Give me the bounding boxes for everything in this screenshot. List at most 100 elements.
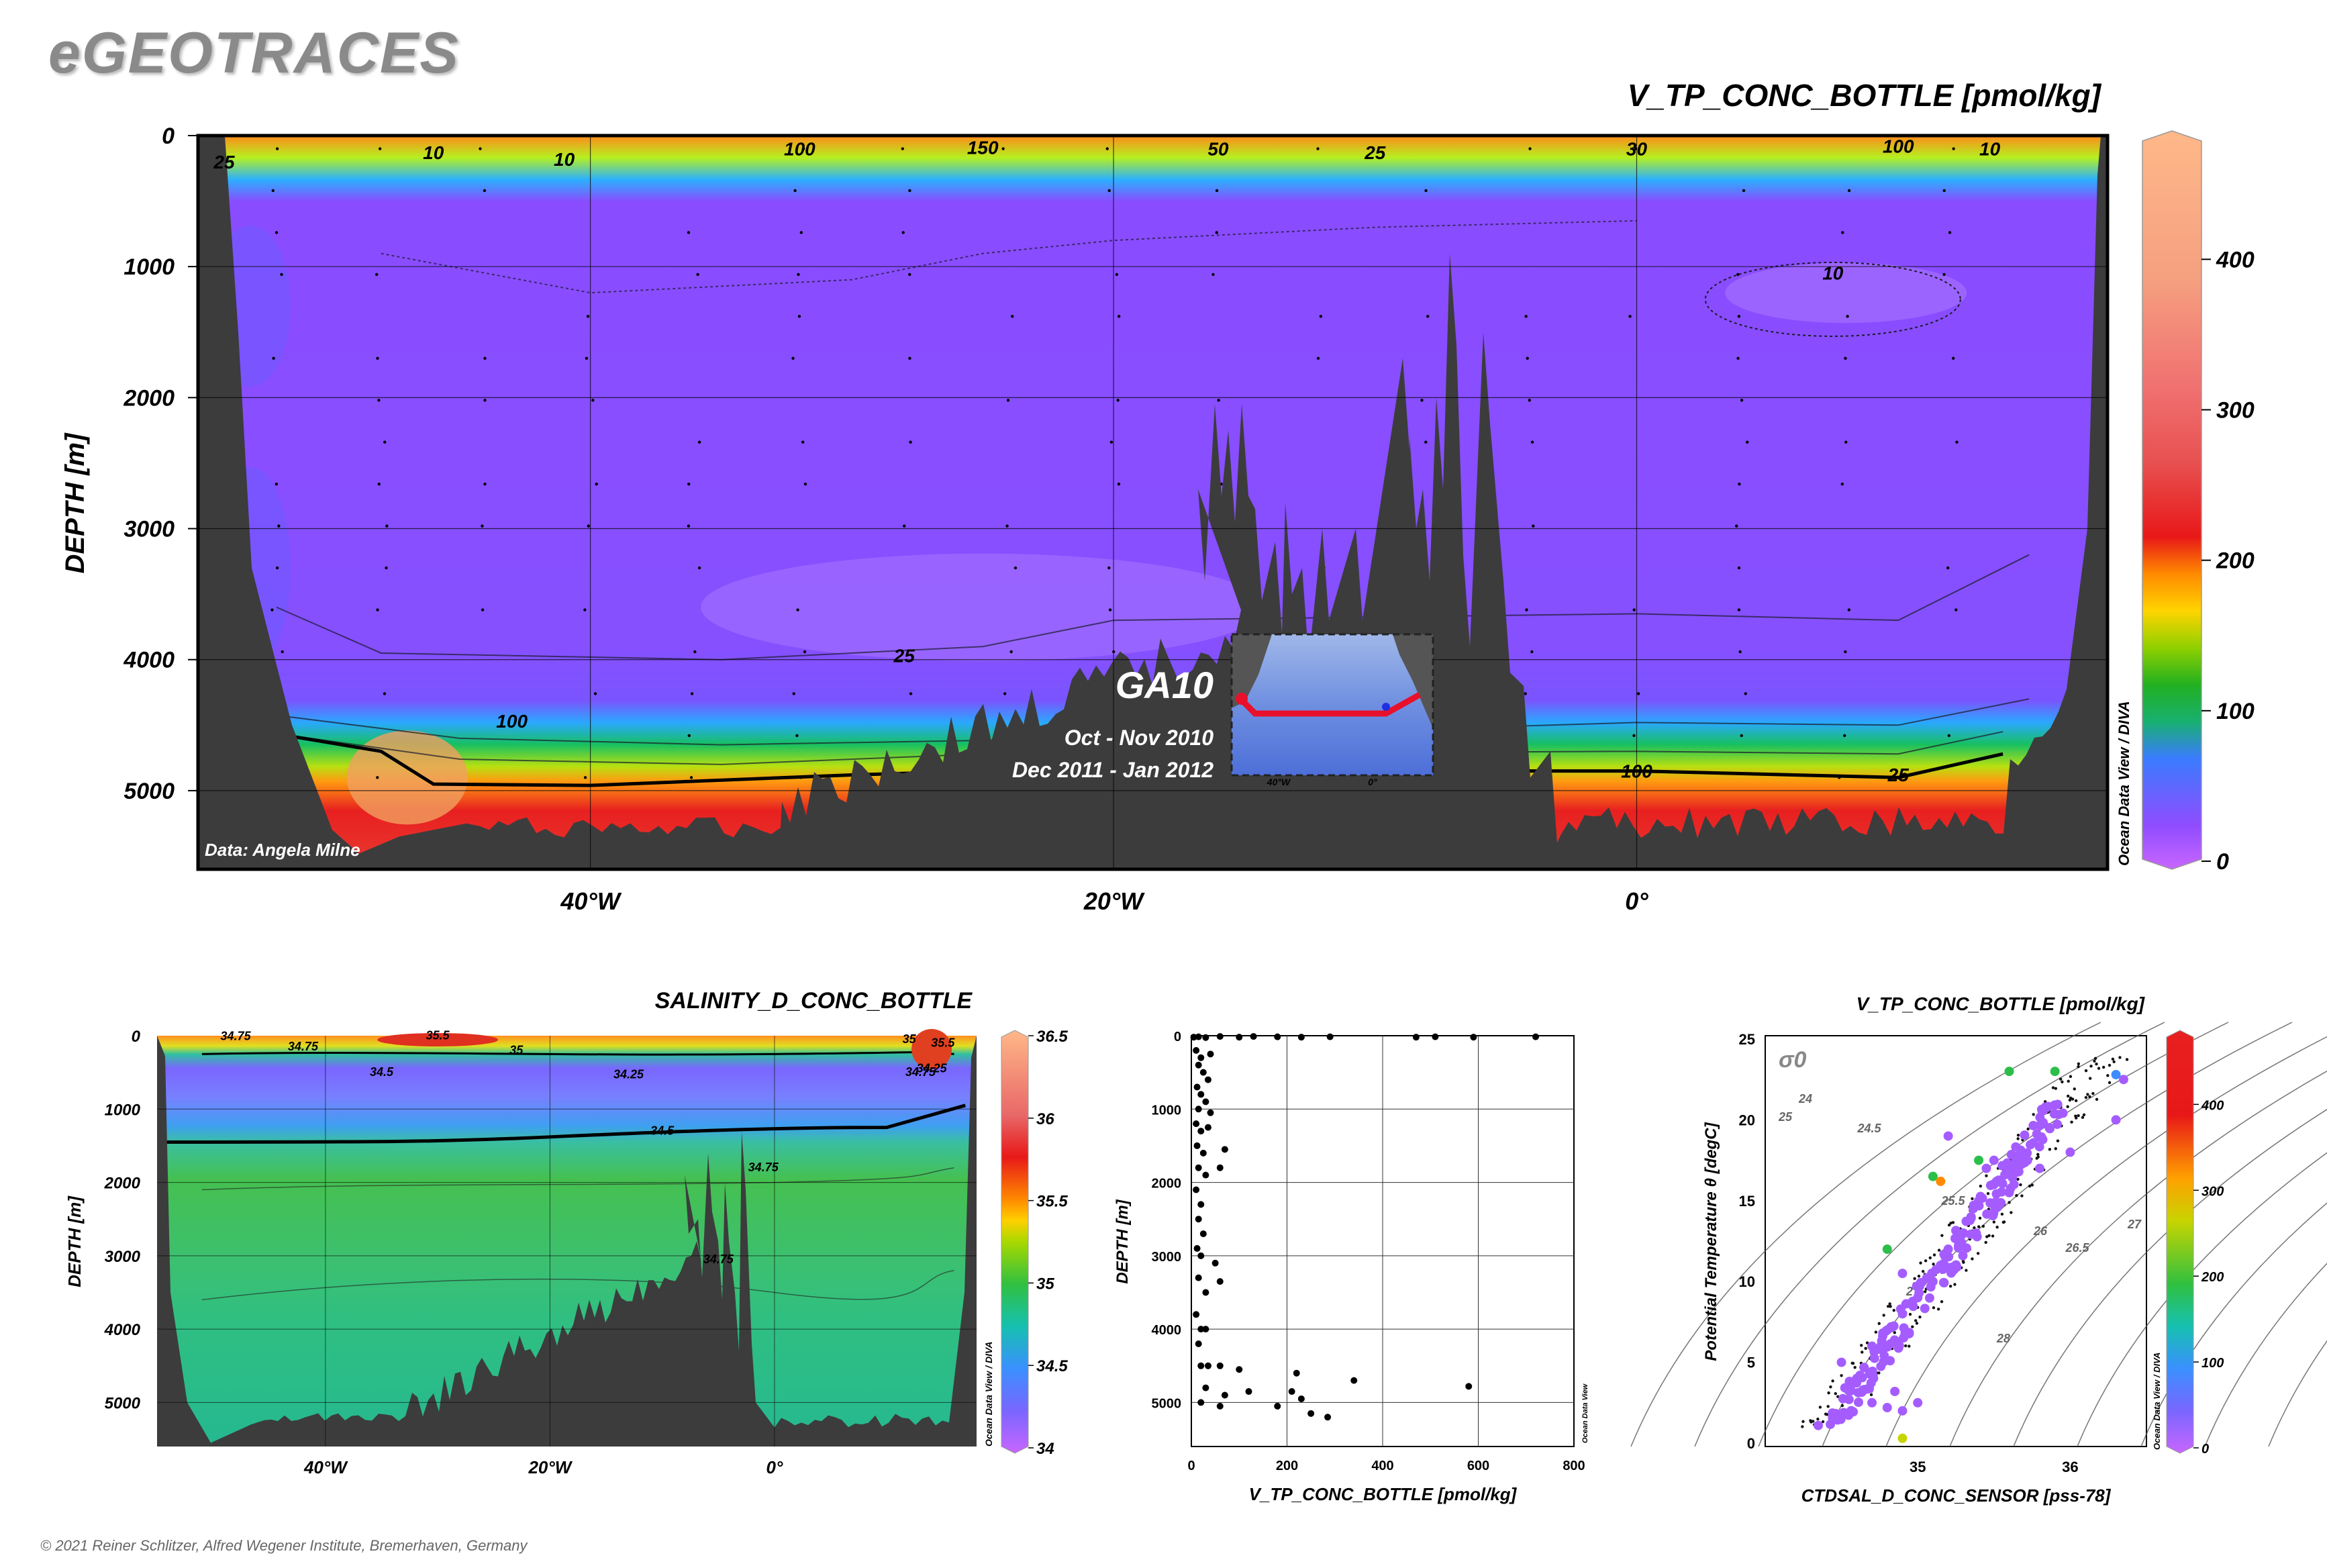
data-point [1199,1149,1207,1157]
data-point [1193,1244,1201,1252]
data-point [2014,1167,2024,1177]
sample-point [697,440,701,444]
data-point [1883,1342,1893,1352]
sample-point [697,566,701,570]
data-point [1195,1106,1202,1113]
sample-point [1105,147,1109,150]
data-point [1202,1098,1209,1106]
sample-point [801,147,805,150]
data-point [2022,1148,2032,1158]
sample-point [1003,692,1007,695]
colorbar-tick-label: 400 [2216,247,2255,273]
sample-point [909,692,913,695]
data-point [1844,1394,1854,1404]
sample-point [275,482,279,486]
sample-point [376,608,379,611]
background-point [1921,1269,1925,1273]
background-point [1834,1391,1837,1395]
data-point [1195,1033,1202,1040]
background-point [1985,1235,1989,1238]
sample-point [385,566,388,570]
sample-point [1424,440,1428,444]
colorbar [2166,1030,2194,1454]
sample-point [1846,315,1849,318]
background-point [2019,1183,2022,1187]
sample-point [1525,608,1528,611]
profile-x-tick-label: 800 [1563,1459,1585,1473]
data-point [1913,1398,1923,1408]
background-point [1908,1312,1912,1316]
sample-point [376,776,379,779]
inset-landmass [1393,634,1433,728]
background-point [2067,1079,2070,1083]
sample-point [1744,692,1747,695]
background-point [1877,1371,1881,1375]
contour-line [381,219,1637,294]
colorbar-tick-label: 36.5 [1036,1028,1068,1046]
data-point [1961,1243,1971,1253]
data-point [1216,1278,1224,1285]
sample-point [271,189,275,193]
background-point [2073,1087,2076,1091]
colorbar-tick-label: 200 [2201,1270,2224,1285]
background-point [2088,1095,2091,1099]
salinity-y-tick-label: 1000 [105,1101,141,1119]
sample-point [1115,273,1119,277]
data-point [1882,1325,1892,1335]
sample-point [1006,399,1010,402]
salinity-y-tick-label: 5000 [105,1394,141,1412]
background-point [1987,1234,1991,1237]
sample-point [1108,608,1112,611]
background-point [1869,1393,1873,1396]
data-point [1216,1362,1224,1369]
data-point [2111,1115,2121,1125]
salinity-y-tick-label: 2000 [104,1175,141,1193]
sample-point [479,147,482,150]
sample-point [385,524,389,528]
sigma-symbol: σ0 [1779,1047,1807,1073]
data-point [1885,1356,1895,1366]
sample-point [1524,692,1527,695]
background-point [1978,1216,1982,1220]
data-point [1867,1398,1877,1408]
sample-point [803,482,807,486]
background-point [1932,1306,1936,1310]
data-point [2004,1067,2014,1077]
sample-point [908,189,911,193]
data-point [1250,1033,1257,1040]
data-point [1193,1311,1200,1318]
ts-y-tick-label: 5 [1747,1355,1755,1371]
data-point [1197,1201,1205,1208]
data-point [1953,1243,1963,1253]
data-point [1216,1164,1224,1171]
salinity-chart-title: SALINITY_D_CONC_BOTTLE [655,988,973,1014]
sample-point [1942,273,1946,277]
sample-point [1117,315,1121,318]
sample-point [1001,147,1005,150]
background-point [1888,1302,1891,1306]
sample-point [1528,147,1532,150]
sample-point [796,608,799,611]
sample-point [1740,734,1743,738]
sample-point [795,734,799,738]
background-point [2036,1155,2040,1159]
sample-point [1632,608,1636,611]
background-point [1892,1308,1895,1312]
isopycnal-line [2268,1340,2327,1447]
contour-label: 10 [1822,263,1844,284]
sample-point [1840,482,1844,486]
data-point [2044,1123,2054,1133]
sample-point [1628,315,1632,318]
background-point [1985,1174,1988,1177]
contour-label: 100 [496,711,528,732]
sample-point [1632,734,1636,738]
data-point [1946,1268,1957,1278]
background-point [1915,1322,1919,1325]
sample-point [280,273,283,277]
background-point [1924,1290,1927,1293]
background-point [2097,1067,2101,1070]
field-patch [1725,262,1967,324]
background-point [2108,1081,2112,1085]
data-point [1897,1309,1908,1319]
sample-point [383,440,387,444]
